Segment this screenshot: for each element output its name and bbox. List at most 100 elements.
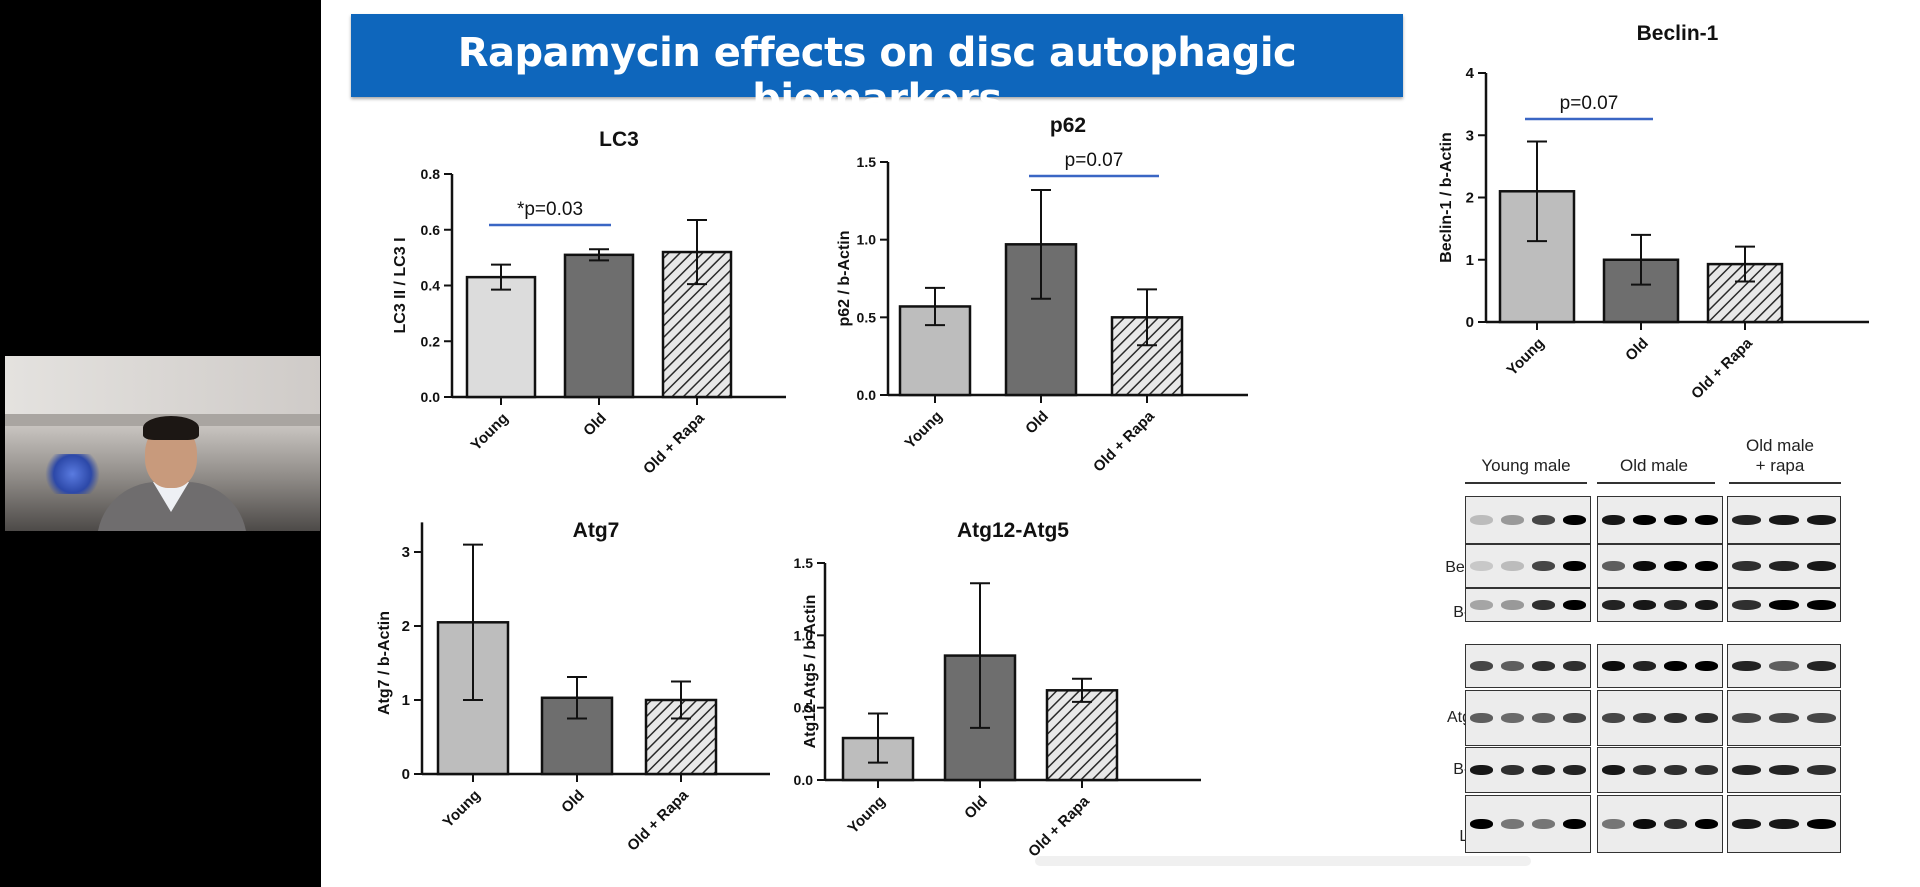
y-tick-label: 4: [1466, 65, 1475, 82]
blot-panel: [1465, 747, 1591, 793]
blot-panel: [1727, 544, 1841, 588]
significance-label: p=0.07: [1065, 150, 1124, 171]
blot-band: [1664, 661, 1687, 671]
y-tick-label: 1: [1466, 252, 1474, 269]
blot-band: [1769, 600, 1799, 610]
blot-band: [1602, 561, 1625, 571]
blot-panel: [1727, 496, 1841, 544]
y-tick-label: 0.8: [421, 166, 441, 182]
blot-band: [1732, 713, 1762, 723]
blot-band: [1532, 819, 1555, 829]
blot-panel: [1597, 588, 1723, 622]
blot-band: [1563, 819, 1586, 829]
y-tick-label: 0: [402, 766, 410, 783]
y-tick-label: 1: [402, 692, 410, 709]
blot-band: [1695, 561, 1718, 571]
blot-band: [1732, 561, 1762, 571]
x-tick-label: Young: [1504, 335, 1548, 379]
bar: [1045, 689, 1119, 782]
blot-band: [1501, 819, 1524, 829]
blot-band: [1602, 713, 1625, 723]
blot-band: [1633, 561, 1656, 571]
y-axis-label: LC3 II / LC3 I: [392, 237, 409, 333]
blot-band: [1470, 515, 1493, 525]
blot-band: [1769, 713, 1799, 723]
blot-band: [1695, 661, 1718, 671]
x-tick-label: Old + Rapa: [1090, 407, 1158, 475]
room-ceiling: [5, 356, 320, 416]
bar: [1706, 262, 1784, 324]
blot-band: [1532, 515, 1555, 525]
blot-band: [1695, 765, 1718, 775]
blot-band: [1501, 515, 1524, 525]
blot-band: [1501, 561, 1524, 571]
blot-panel: [1465, 588, 1591, 622]
blot-band: [1532, 561, 1555, 571]
chart-lc3: LC3 0.0 0.2 0.4 0.6 0.8 LC3 II / LC3 I Young Old…: [392, 128, 786, 478]
x-tick-label: Old + Rapa: [1025, 792, 1093, 860]
blot-panel: [1465, 496, 1591, 544]
y-tick-label: 1.0: [794, 627, 814, 643]
blot-band: [1602, 661, 1625, 671]
blot-band: [1769, 515, 1799, 525]
y-tick-label: 2: [1466, 190, 1474, 207]
blot-group-underline: [1729, 482, 1841, 484]
blot-band: [1633, 600, 1656, 610]
blot-band: [1563, 713, 1586, 723]
western-blot-figure: Young male Old male Old male + rapa Atg7…: [1407, 436, 1920, 860]
x-tick-label: Young: [440, 787, 484, 831]
y-tick-label: 0: [1466, 314, 1474, 331]
blot-panel: [1597, 795, 1723, 853]
blot-band: [1769, 819, 1799, 829]
y-tick-label: 0.6: [421, 222, 441, 238]
blot-band: [1806, 561, 1836, 571]
blot-band: [1532, 600, 1555, 610]
blot-band: [1602, 819, 1625, 829]
blot-group-label: Young male: [1481, 456, 1571, 475]
horizontal-scrollbar[interactable]: [1035, 856, 1531, 866]
chart-beclin: Beclin-1 0 1 2 3 4 Beclin-1 / b-Actin Young Old O…: [1438, 22, 1869, 403]
blot-band: [1732, 661, 1762, 671]
blot-band: [1501, 713, 1524, 723]
video-thumbnail[interactable]: [5, 356, 320, 531]
y-tick-label: 1.5: [857, 154, 877, 170]
y-tick-label: 0.0: [794, 772, 814, 788]
blot-band: [1501, 600, 1524, 610]
blot-band: [1470, 600, 1493, 610]
blot-band: [1633, 661, 1656, 671]
chart-p62: p62 0.0 0.5 1.0 1.5 p62 / b-Actin Young Old Old …: [836, 114, 1248, 476]
charts-canvas: LC3 0.0 0.2 0.4 0.6 0.8 LC3 II / LC3 I Young Old…: [376, 22, 1869, 861]
blot-band: [1806, 713, 1836, 723]
blot-band: [1563, 515, 1586, 525]
blot-band: [1563, 661, 1586, 671]
blot-band: [1695, 515, 1718, 525]
lamp-glow: [45, 454, 100, 494]
blot-band: [1633, 765, 1656, 775]
y-tick-label: 1.5: [794, 555, 814, 571]
y-tick-label: 0.2: [421, 333, 441, 349]
blot-band: [1602, 515, 1625, 525]
blot-band: [1664, 713, 1687, 723]
x-tick-label: Young: [902, 408, 946, 452]
chart-atg125: Atg12-Atg5 0.0 0.5 1.0 1.5 Atg12-Atg5 / b-Act…: [794, 519, 1201, 861]
slide-title-bar: Rapamycin effects on disc autophagic bio…: [351, 14, 1403, 122]
blot-band: [1633, 515, 1656, 525]
y-axis-label: Atg12-Atg5 / b-Actin: [802, 595, 819, 749]
bar: [563, 253, 635, 399]
bar: [465, 275, 537, 399]
blot-band: [1470, 819, 1493, 829]
blot-band: [1806, 765, 1836, 775]
blot-band: [1769, 765, 1799, 775]
blot-band: [1470, 561, 1493, 571]
y-tick-label: 0.5: [794, 700, 814, 716]
x-tick-label: Old: [1622, 335, 1652, 365]
chart-title: LC3: [599, 128, 639, 151]
y-axis-label: Atg7 / b-Actin: [376, 611, 393, 715]
blot-band: [1695, 600, 1718, 610]
blot-group-underline: [1465, 482, 1587, 484]
y-tick-label: 0.0: [857, 387, 877, 403]
blot-band: [1470, 713, 1493, 723]
blot-band: [1633, 713, 1656, 723]
chart-title: Atg7: [573, 519, 620, 542]
blot-band: [1664, 819, 1687, 829]
